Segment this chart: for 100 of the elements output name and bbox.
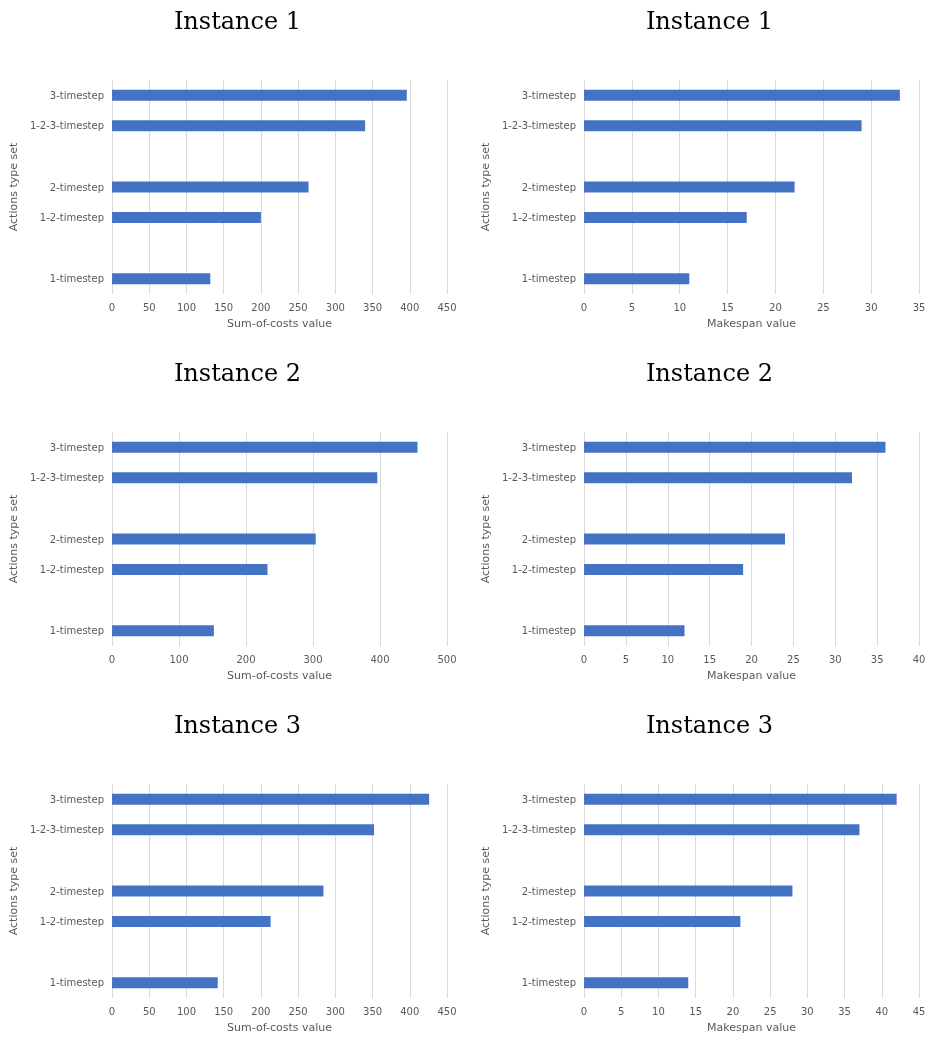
bar bbox=[112, 533, 316, 545]
x-tick-label: 250 bbox=[288, 1005, 308, 1017]
chart-title: Instance 2 bbox=[645, 359, 774, 387]
x-tick-label: 15 bbox=[721, 301, 734, 313]
x-axis-title: Sum-of-costs value bbox=[227, 1021, 333, 1034]
x-tick-label: 30 bbox=[800, 1005, 814, 1017]
bar bbox=[112, 564, 268, 576]
x-tick-label: 300 bbox=[325, 301, 345, 313]
y-tick-label: 1-2-3-timestep bbox=[29, 472, 105, 484]
x-tick-label: 300 bbox=[303, 653, 323, 665]
y-tick-label: 2-timestep bbox=[521, 533, 577, 545]
y-tick-label: 2-timestep bbox=[49, 181, 105, 193]
x-tick-label: 20 bbox=[745, 653, 758, 665]
y-tick-label: 3-timestep bbox=[521, 441, 577, 453]
x-tick-label: 0 bbox=[580, 1005, 588, 1017]
y-tick-label: 1-2-timestep bbox=[39, 564, 105, 576]
x-tick-label: 45 bbox=[912, 1005, 926, 1017]
bar bbox=[112, 885, 324, 897]
y-axis-title: Actions type set bbox=[479, 142, 492, 232]
x-tick-label: 200 bbox=[251, 301, 271, 313]
x-tick-label: 25 bbox=[816, 301, 830, 313]
x-tick-label: 30 bbox=[864, 301, 878, 313]
bar bbox=[584, 977, 689, 989]
x-tick-label: 0 bbox=[108, 301, 116, 313]
x-tick-label: 0 bbox=[580, 653, 588, 665]
x-axis-title: Makespan value bbox=[707, 669, 797, 682]
x-tick-label: 450 bbox=[437, 1005, 457, 1017]
bar bbox=[584, 533, 786, 545]
y-tick-label: 3-timestep bbox=[49, 89, 105, 101]
bar bbox=[112, 441, 418, 453]
bar bbox=[112, 472, 378, 484]
bar bbox=[584, 120, 862, 132]
bar bbox=[584, 824, 860, 836]
x-tick-label: 10 bbox=[652, 1005, 665, 1017]
chart-title: Instance 1 bbox=[173, 7, 302, 35]
y-tick-label: 3-timestep bbox=[521, 793, 577, 805]
bar bbox=[112, 89, 407, 101]
x-tick-label: 25 bbox=[787, 653, 800, 665]
x-tick-label: 50 bbox=[142, 301, 156, 313]
x-tick-label: 200 bbox=[251, 1005, 271, 1017]
bar bbox=[584, 472, 853, 484]
x-tick-label: 400 bbox=[400, 1005, 420, 1017]
bar bbox=[112, 212, 261, 224]
x-tick-label: 40 bbox=[912, 653, 926, 665]
x-tick-label: 0 bbox=[580, 301, 588, 313]
x-tick-label: 5 bbox=[628, 301, 636, 313]
bar bbox=[112, 824, 375, 836]
x-tick-label: 100 bbox=[176, 1005, 197, 1017]
chart-title: Instance 3 bbox=[645, 711, 774, 739]
bar bbox=[112, 181, 309, 193]
y-tick-label: 1-2-timestep bbox=[511, 564, 577, 576]
y-tick-label: 1-2-timestep bbox=[511, 916, 577, 928]
bar bbox=[112, 916, 271, 928]
y-tick-label: 1-2-3-timestep bbox=[29, 120, 105, 132]
y-tick-label: 1-2-3-timestep bbox=[501, 824, 577, 836]
x-tick-label: 150 bbox=[214, 301, 234, 313]
y-axis-title: Actions type set bbox=[7, 494, 20, 584]
x-tick-label: 250 bbox=[288, 301, 308, 313]
x-tick-label: 20 bbox=[726, 1005, 740, 1017]
bar bbox=[584, 212, 747, 224]
bar bbox=[584, 273, 690, 285]
y-tick-label: 2-timestep bbox=[521, 181, 577, 193]
chart-title: Instance 3 bbox=[173, 711, 302, 739]
bar bbox=[112, 625, 214, 637]
x-axis-title: Sum-of-costs value bbox=[227, 669, 333, 682]
x-tick-label: 350 bbox=[363, 1005, 383, 1017]
bar bbox=[584, 181, 795, 193]
x-tick-label: 100 bbox=[176, 301, 197, 313]
bar bbox=[584, 89, 900, 101]
y-axis-title: Actions type set bbox=[479, 494, 492, 584]
x-tick-label: 100 bbox=[169, 653, 189, 665]
x-tick-label: 25 bbox=[763, 1005, 777, 1017]
bar bbox=[112, 977, 218, 989]
y-tick-label: 1-2-timestep bbox=[39, 212, 105, 224]
bar bbox=[584, 441, 886, 453]
x-tick-label: 400 bbox=[370, 653, 390, 665]
x-tick-label: 0 bbox=[108, 1005, 116, 1017]
x-axis-title: Makespan value bbox=[707, 1021, 797, 1034]
y-tick-label: 1-2-3-timestep bbox=[501, 472, 577, 484]
bar bbox=[584, 625, 685, 637]
x-tick-label: 350 bbox=[363, 301, 383, 313]
y-tick-label: 1-2-3-timestep bbox=[29, 824, 105, 836]
y-axis-title: Actions type set bbox=[479, 846, 492, 936]
x-tick-label: 400 bbox=[400, 301, 420, 313]
bar bbox=[112, 120, 366, 132]
bar bbox=[112, 793, 430, 805]
x-tick-label: 5 bbox=[618, 1005, 625, 1017]
y-tick-label: 3-timestep bbox=[49, 793, 105, 805]
y-tick-label: 1-timestep bbox=[521, 977, 577, 989]
x-tick-label: 10 bbox=[673, 301, 687, 313]
x-axis-title: Sum-of-costs value bbox=[227, 317, 333, 330]
y-tick-label: 1-2-timestep bbox=[511, 212, 577, 224]
y-tick-label: 1-2-3-timestep bbox=[501, 120, 577, 132]
x-tick-label: 35 bbox=[838, 1005, 851, 1017]
x-tick-label: 5 bbox=[622, 653, 630, 665]
x-tick-label: 200 bbox=[236, 653, 256, 665]
x-tick-label: 35 bbox=[912, 301, 926, 313]
x-tick-label: 35 bbox=[870, 653, 884, 665]
x-tick-label: 450 bbox=[437, 301, 457, 313]
y-tick-label: 1-timestep bbox=[49, 273, 105, 285]
